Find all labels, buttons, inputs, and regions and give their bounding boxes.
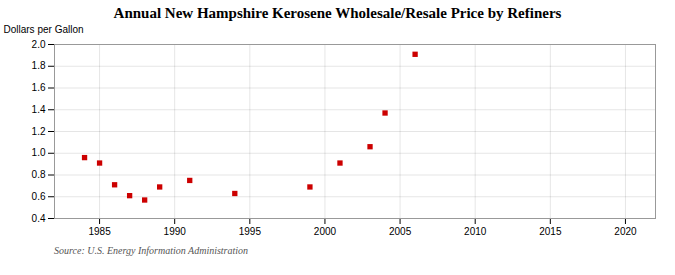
html-text:Source: U.S. Energy Informatio: Source: U.S. Energy Information Administ… — [54, 245, 249, 256]
svg-text:Dollars per Gallon: Dollars per Gallon — [4, 24, 84, 35]
svg-text:0.6: 0.6 — [32, 191, 46, 202]
svg-text:0.4: 0.4 — [32, 213, 46, 224]
svg-text:1990: 1990 — [164, 226, 187, 237]
svg-text:1.6: 1.6 — [32, 82, 46, 93]
svg-text:1985: 1985 — [88, 226, 111, 237]
svg-text:2005: 2005 — [389, 226, 412, 237]
svg-text:1.0: 1.0 — [32, 147, 46, 158]
svg-text:1.8: 1.8 — [32, 60, 46, 71]
svg-text:0.8: 0.8 — [32, 169, 46, 180]
svg-text:2015: 2015 — [539, 226, 562, 237]
svg-text:2010: 2010 — [464, 226, 487, 237]
svg-text:2020: 2020 — [614, 226, 637, 237]
svg-text:1.4: 1.4 — [32, 104, 46, 115]
svg-text:2.0: 2.0 — [32, 39, 46, 50]
svg-text:1.2: 1.2 — [32, 126, 46, 137]
svg-text:2000: 2000 — [314, 226, 337, 237]
svg-text:1995: 1995 — [239, 226, 262, 237]
html-text:Annual New Hampshire Kerosene: Annual New Hampshire Kerosene Wholesale/… — [113, 5, 562, 21]
